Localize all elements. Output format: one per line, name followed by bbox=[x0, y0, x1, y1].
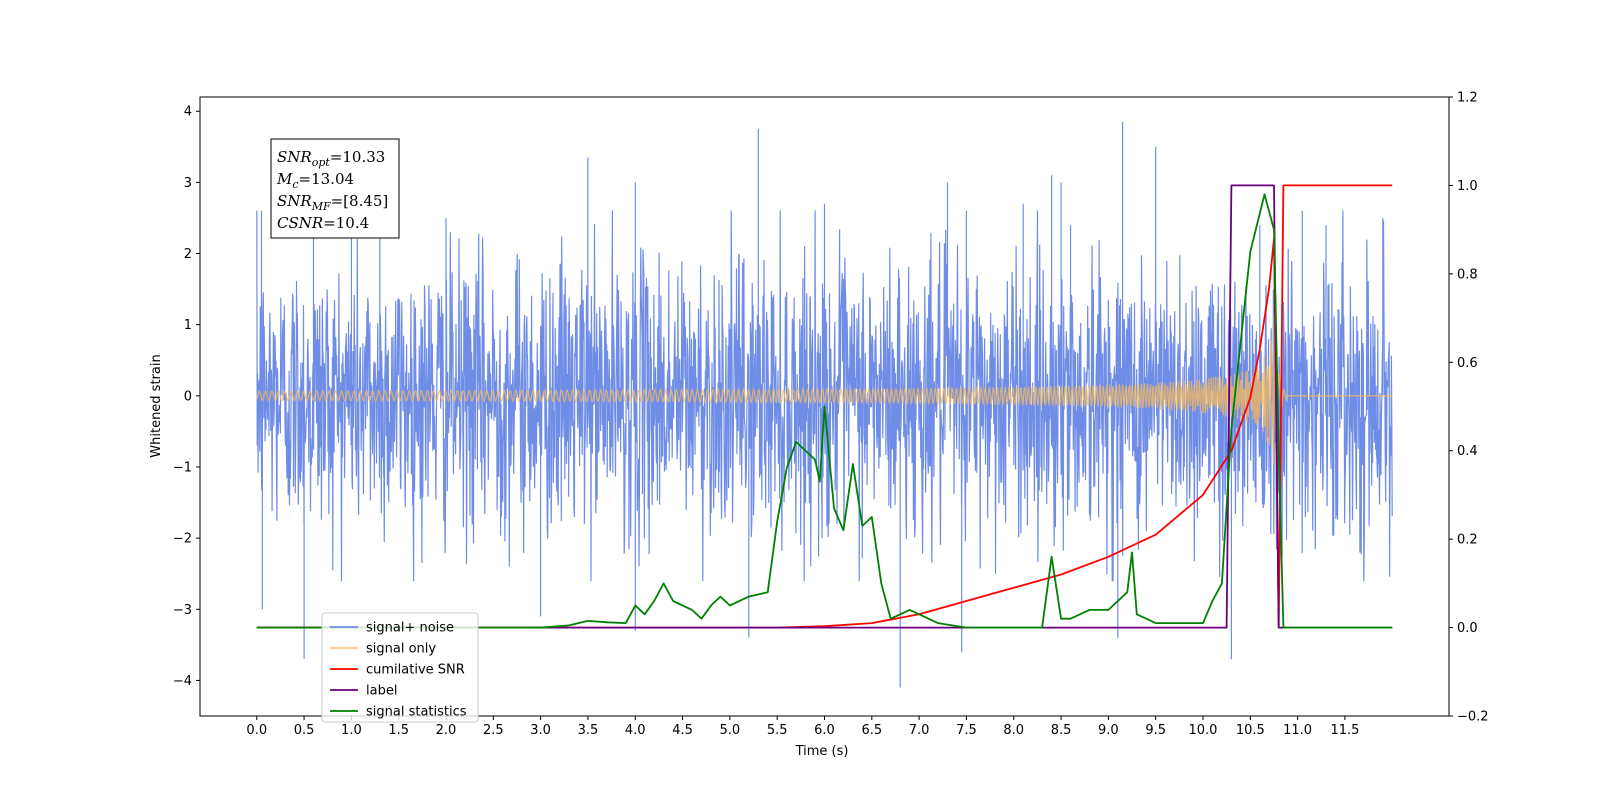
x-tick-label: 7.0 bbox=[909, 723, 930, 738]
x-tick-label: 10.5 bbox=[1236, 723, 1265, 738]
x-tick-label: 11.5 bbox=[1330, 723, 1359, 738]
x-tick-label: 4.0 bbox=[625, 723, 646, 738]
x-tick-label: 8.5 bbox=[1051, 723, 1072, 738]
line-series bbox=[256, 184, 1393, 629]
y-right-tick-label: 0.0 bbox=[1457, 621, 1478, 636]
x-tick-label: 11.0 bbox=[1283, 723, 1312, 738]
legend-frame bbox=[321, 612, 479, 723]
x-tick-label: 10.0 bbox=[1189, 723, 1218, 738]
y-right-tick-label: 1.2 bbox=[1457, 91, 1478, 106]
x-tick-label: 0.5 bbox=[294, 723, 315, 738]
x-tick-label: 6.5 bbox=[861, 723, 882, 738]
y-left-tick-label: 2 bbox=[184, 247, 192, 262]
y-left-tick-label: 3 bbox=[184, 176, 192, 191]
x-tick-label: 6.0 bbox=[814, 723, 835, 738]
signal-trace bbox=[256, 313, 1393, 465]
y-right-tick-label: 0.4 bbox=[1457, 444, 1478, 459]
y-right-tick-label: 0.8 bbox=[1457, 267, 1478, 282]
annotation-frame bbox=[270, 138, 400, 239]
x-tick-label: 0.0 bbox=[246, 723, 267, 738]
y-left-tick-label: 0 bbox=[184, 389, 192, 404]
y-left-tick-label: −1 bbox=[173, 460, 192, 475]
annotation-box: SNRopt=10.33 Mc=13.04 SNRMF=[8.45] CSNR=… bbox=[270, 138, 400, 239]
annotation-csnr: CSNR=10.4 bbox=[277, 214, 369, 232]
x-tick-label: 1.0 bbox=[341, 723, 362, 738]
noise-series bbox=[256, 121, 1393, 688]
y-right-tick-label: 0.6 bbox=[1457, 356, 1478, 371]
annotation-snr-mf: SNRMF=[8.45] bbox=[277, 192, 388, 213]
x-tick-label: 5.5 bbox=[767, 723, 788, 738]
annotation-snr-opt: SNRopt=10.33 bbox=[277, 148, 385, 169]
y-axis-right-ticks: −0.2 0.0 0.2 0.4 0.6 0.8 1.0 1.2 bbox=[1449, 91, 1489, 725]
y-axis-left-ticks: −4 −3 −2 −1 0 1 2 3 4 bbox=[173, 105, 200, 689]
x-tick-label: 2.5 bbox=[483, 723, 504, 738]
legend-label: signal+ noise bbox=[366, 621, 454, 636]
y-right-tick-label: 1.0 bbox=[1457, 179, 1478, 194]
y-left-tick-label: −3 bbox=[173, 603, 192, 618]
signal-series bbox=[256, 313, 1393, 465]
x-tick-label: 7.5 bbox=[956, 723, 977, 738]
x-tick-label: 9.5 bbox=[1145, 723, 1166, 738]
x-tick-label: 8.0 bbox=[1003, 723, 1024, 738]
legend-label: cumilative SNR bbox=[366, 663, 465, 678]
signal-statistics-line bbox=[256, 193, 1393, 629]
x-axis-label: Time (s) bbox=[795, 744, 849, 759]
noise-trace bbox=[256, 121, 1393, 688]
y-left-tick-label: −4 bbox=[173, 674, 192, 689]
annotation-mc: Mc=13.04 bbox=[276, 170, 354, 191]
y-right-tick-label: 0.2 bbox=[1457, 533, 1478, 548]
x-tick-label: 2.0 bbox=[436, 723, 457, 738]
x-tick-label: 9.0 bbox=[1098, 723, 1119, 738]
legend-label: label bbox=[366, 684, 397, 699]
y-axis-label: Whitened strain bbox=[149, 354, 164, 457]
legend-label: signal only bbox=[366, 642, 436, 657]
y-left-tick-label: 1 bbox=[184, 318, 192, 333]
y-left-tick-label: −2 bbox=[173, 532, 192, 547]
legend-label: signal statistics bbox=[366, 705, 467, 720]
legend: signal+ noise signal only cumilative SNR la… bbox=[321, 612, 479, 723]
y-left-tick-label: 4 bbox=[184, 105, 192, 120]
y-right-tick-label: −0.2 bbox=[1457, 710, 1489, 725]
x-tick-label: 3.0 bbox=[530, 723, 551, 738]
x-tick-label: 3.5 bbox=[578, 723, 599, 738]
x-tick-label: 5.0 bbox=[720, 723, 741, 738]
x-axis-ticks: 0.0 0.5 1.0 1.5 2.0 2.5 3.0 3.5 4.0 4.5 5.0 5.5 6.0 6… bbox=[246, 716, 1359, 738]
x-tick-label: 4.5 bbox=[672, 723, 693, 738]
x-tick-label: 1.5 bbox=[388, 723, 409, 738]
